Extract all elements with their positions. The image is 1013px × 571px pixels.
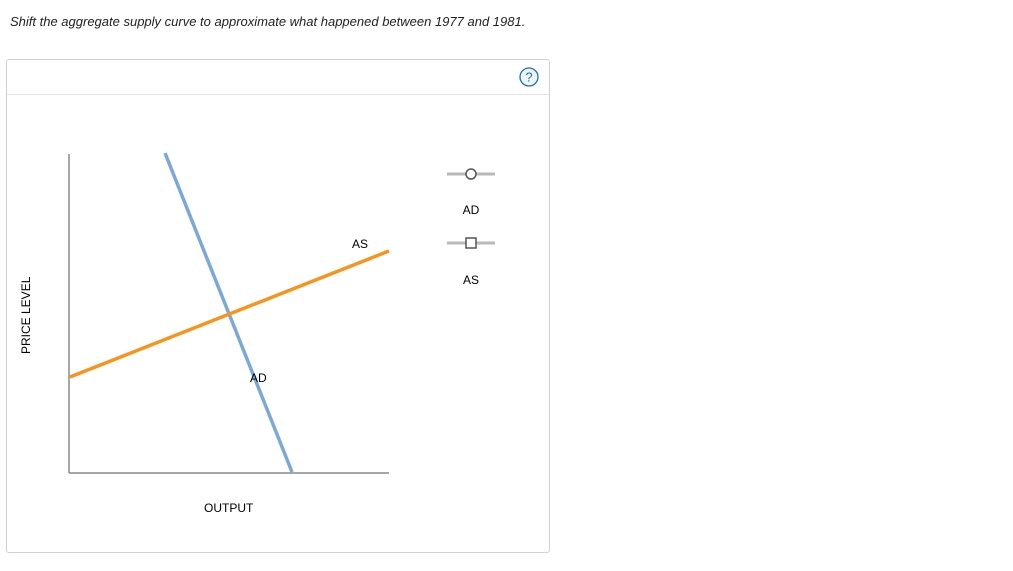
square-marker-icon [465, 237, 477, 249]
ad-curve-label: AD [250, 371, 267, 385]
help-symbol: ? [525, 70, 532, 85]
x-axis-label: OUTPUT [204, 501, 254, 515]
tool-ad-label: AD [462, 203, 480, 217]
ad-curve[interactable] [163, 152, 294, 473]
graph-panel: ? [6, 59, 550, 553]
tool-as[interactable] [447, 237, 495, 249]
question-mark-icon[interactable]: ? [519, 67, 539, 87]
tool-ad[interactable] [447, 168, 495, 180]
as-curve[interactable] [69, 249, 390, 379]
circle-marker-icon [465, 168, 477, 180]
tool-as-label: AS [462, 273, 479, 287]
as-curve-label: AS [352, 237, 369, 251]
question-text: Shift the aggregate supply curve to appr… [10, 14, 526, 29]
panel-header: ? [7, 60, 549, 95]
y-axis-label: PRICE LEVEL [19, 276, 33, 354]
